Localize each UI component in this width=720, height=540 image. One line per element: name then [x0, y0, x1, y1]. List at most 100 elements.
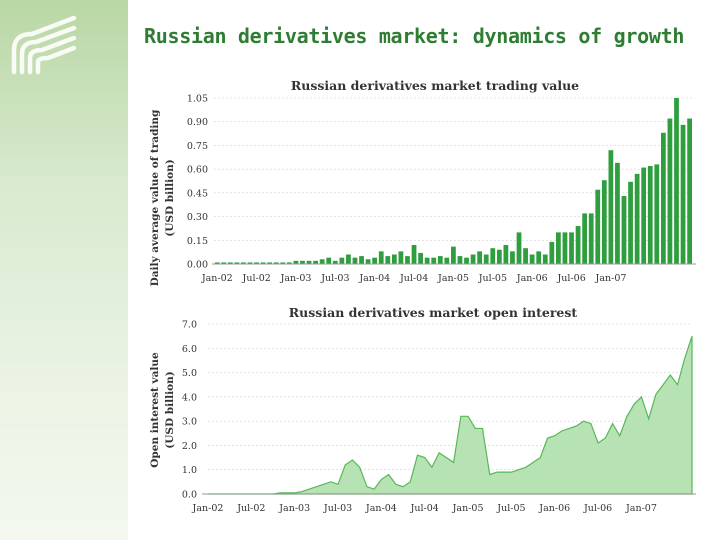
bar	[471, 255, 476, 264]
x-tick-label: Jan-02	[192, 503, 224, 514]
bar	[385, 256, 390, 264]
bar	[549, 242, 554, 264]
x-tick-label: Jul-05	[496, 503, 525, 514]
bar	[628, 182, 633, 264]
x-tick-label: Jul-03	[320, 273, 349, 284]
y-tick-label: 0.00	[187, 260, 208, 271]
x-tick-label: Jul-06	[583, 503, 612, 514]
bar	[674, 98, 679, 264]
bar	[523, 248, 528, 264]
sidebar-gradient-panel	[0, 0, 128, 540]
y-tick-label: 2.0	[182, 441, 197, 452]
y-tick-label: 6.0	[182, 344, 197, 355]
bar	[556, 232, 561, 264]
bar	[563, 232, 568, 264]
bar	[438, 256, 443, 264]
bar	[490, 248, 495, 264]
bar	[451, 247, 456, 264]
bar	[543, 255, 548, 264]
bar	[569, 232, 574, 264]
x-tick-label: Jan-04	[358, 273, 390, 284]
open-interest-y-axis-label-line1: Open interest value	[149, 352, 161, 468]
bar	[418, 253, 423, 264]
bar	[536, 251, 541, 264]
x-tick-label: Jul-04	[410, 503, 439, 514]
y-tick-label: 1.0	[182, 465, 197, 476]
x-tick-label: Jan-03	[278, 503, 310, 514]
bar	[582, 213, 587, 264]
x-tick-label: Jul-06	[556, 273, 585, 284]
stylized-s-stripes-logo-icon	[8, 10, 80, 82]
bar	[504, 245, 509, 264]
x-tick-label: Jul-02	[236, 503, 265, 514]
bar	[458, 256, 463, 264]
slide-title: Russian derivatives market: dynamics of …	[144, 24, 684, 48]
trading-value-y-axis-label-line1: Daily average value of trading	[149, 109, 161, 286]
bar	[510, 251, 515, 264]
y-tick-label: 0.0	[182, 490, 197, 501]
bar	[444, 258, 449, 264]
bar	[399, 251, 404, 264]
bar	[576, 226, 581, 264]
bar	[668, 119, 673, 264]
bar	[641, 168, 646, 264]
bar	[615, 163, 620, 264]
y-tick-label: 4.0	[182, 392, 197, 403]
x-tick-label: Jul-05	[478, 273, 507, 284]
bar	[379, 251, 384, 264]
open-interest-area	[208, 336, 692, 494]
bar	[595, 190, 600, 264]
bar	[359, 256, 364, 264]
y-tick-label: 3.0	[182, 417, 197, 428]
bar	[622, 196, 627, 264]
charts-panel: Russian derivatives market trading value…	[140, 70, 700, 520]
y-tick-label: 0.15	[187, 236, 208, 247]
bar	[497, 250, 502, 264]
bar	[654, 164, 659, 264]
y-tick-label: 0.30	[187, 212, 208, 223]
bar	[326, 258, 331, 264]
bar	[530, 255, 535, 264]
bar	[517, 232, 522, 264]
x-tick-label: Jul-02	[242, 273, 271, 284]
x-tick-label: Jan-05	[437, 273, 469, 284]
y-tick-label: 0.90	[187, 117, 208, 128]
trading-value-chart-title: Russian derivatives market trading value	[291, 78, 579, 93]
bar	[346, 255, 351, 264]
y-tick-label: 0.75	[187, 141, 208, 152]
x-tick-label: Jan-03	[280, 273, 312, 284]
bar	[464, 258, 469, 264]
x-tick-label: Jan-06	[538, 503, 570, 514]
trading-value-y-axis-label-line2: (USD billion)	[164, 159, 176, 236]
x-tick-label: Jan-04	[365, 503, 397, 514]
y-tick-label: 0.45	[187, 188, 208, 199]
x-tick-label: Jul-04	[399, 273, 428, 284]
bar	[320, 259, 325, 264]
bar	[372, 258, 377, 264]
bar	[635, 174, 640, 264]
bar	[339, 258, 344, 264]
bar	[477, 251, 482, 264]
bar	[431, 258, 436, 264]
x-tick-label: Jan-06	[516, 273, 548, 284]
bar	[589, 213, 594, 264]
bar	[405, 256, 410, 264]
open-interest-chart-title: Russian derivatives market open interest	[289, 305, 578, 320]
y-tick-label: 7.0	[182, 320, 197, 331]
x-tick-label: Jan-07	[595, 273, 627, 284]
bar	[602, 180, 607, 264]
bar	[366, 259, 371, 264]
bar	[681, 125, 686, 264]
x-tick-label: Jan-05	[452, 503, 484, 514]
bar	[412, 245, 417, 264]
bar	[687, 119, 692, 264]
open-interest-y-axis-label-line2: (USD billion)	[164, 371, 176, 448]
y-tick-label: 0.60	[187, 165, 208, 176]
bar	[392, 255, 397, 264]
bar	[661, 133, 666, 264]
bar	[608, 150, 613, 264]
bar	[353, 258, 358, 264]
bar	[648, 166, 653, 264]
y-tick-label: 1.05	[187, 94, 208, 105]
y-tick-label: 5.0	[182, 368, 197, 379]
